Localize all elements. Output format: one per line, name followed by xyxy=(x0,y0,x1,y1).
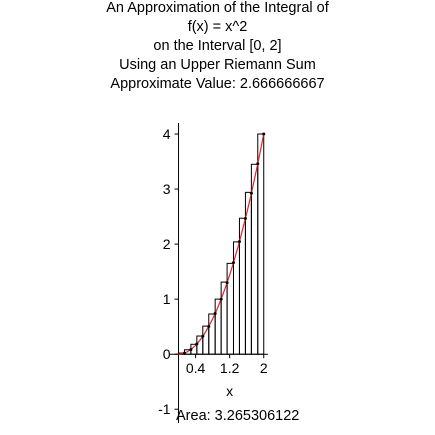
y-tick-label: 1 xyxy=(163,291,171,307)
title-line-2: f(x) = x^2 xyxy=(187,19,248,35)
axis-ticks: 4 3 2 1 0 -1 0.4 1.2 2 xyxy=(158,126,268,417)
y-tick-label: 2 xyxy=(163,236,171,252)
sample-point xyxy=(256,162,260,166)
riemann-rect xyxy=(220,281,228,355)
x-axis-label: x xyxy=(226,383,233,399)
sample-point xyxy=(207,324,211,328)
y-tick-label: 0 xyxy=(163,346,171,362)
sample-point xyxy=(219,297,223,301)
sample-point xyxy=(262,132,266,136)
sample-point xyxy=(231,261,235,265)
x-tick-label: 0.4 xyxy=(186,360,206,376)
x-tick-label: 1.2 xyxy=(220,360,240,376)
title-line-4: Using an Upper Riemann Sum xyxy=(119,57,316,73)
sample-points xyxy=(182,132,266,355)
sample-point xyxy=(237,240,241,244)
y-tick-label: 4 xyxy=(163,126,171,142)
riemann-rect xyxy=(226,262,234,355)
sample-point xyxy=(243,217,247,221)
axes xyxy=(170,123,268,423)
riemann-rectangles xyxy=(178,133,265,355)
sample-point xyxy=(213,311,217,315)
sample-point xyxy=(182,351,186,355)
sample-point xyxy=(189,348,193,352)
y-tick-label: -1 xyxy=(158,401,171,417)
title-line-1: An Approximation of the Integral of xyxy=(106,0,329,16)
sample-point xyxy=(195,342,199,346)
title-line-3: on the Interval [0, 2] xyxy=(153,38,282,54)
area-value-text: Area: 3.265306122 xyxy=(176,408,299,424)
sample-point xyxy=(249,191,253,195)
sample-point xyxy=(201,334,205,338)
sample-point xyxy=(225,281,229,285)
y-tick-label: 3 xyxy=(163,181,171,197)
title-line-5: Approximate Value: 2.666666667 xyxy=(110,76,325,92)
x-tick-label: 2 xyxy=(260,360,268,376)
riemann-rect xyxy=(257,133,265,355)
